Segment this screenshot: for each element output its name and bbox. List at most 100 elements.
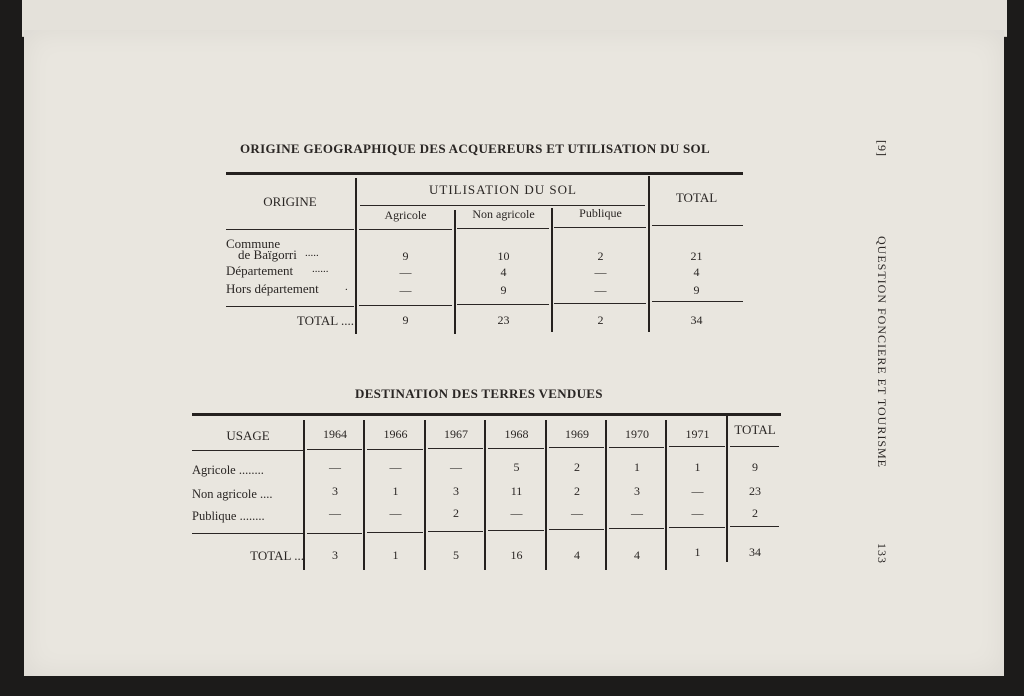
divider — [454, 210, 456, 334]
total-cell: 2 — [597, 313, 604, 327]
table-cell: 3 — [332, 484, 338, 498]
divider — [424, 420, 426, 570]
divider — [609, 528, 664, 529]
divider — [457, 304, 549, 305]
table-cell: — — [329, 460, 341, 474]
divider — [363, 420, 365, 570]
year-header: 1969 — [565, 427, 589, 441]
table-cell: 1 — [634, 460, 640, 474]
divider — [551, 208, 553, 332]
header-usage: USAGE — [226, 428, 270, 443]
divider — [488, 530, 544, 531]
table-cell: — — [594, 283, 607, 297]
total-cell: 9 — [402, 313, 409, 327]
divider — [303, 420, 305, 570]
table-cell: 4 — [693, 265, 700, 279]
divider — [554, 303, 646, 304]
table-cell: — — [691, 506, 704, 520]
row-label-line1: Commune — [226, 236, 281, 251]
divider — [355, 178, 357, 334]
table-cell: — — [510, 506, 523, 520]
table2-title: DESTINATION DES TERRES VENDUES — [355, 386, 603, 401]
table-cell: — — [399, 265, 412, 279]
table1-top-rule — [226, 172, 743, 175]
total-label: TOTAL .... — [296, 313, 354, 328]
divider — [360, 205, 645, 206]
divider — [226, 229, 354, 230]
divider — [665, 420, 667, 570]
total-cell: 16 — [510, 548, 523, 562]
row-label: Hors département — [226, 281, 319, 296]
divider — [428, 531, 483, 532]
year-header: 1964 — [323, 427, 347, 441]
row-leader: ..... — [305, 247, 319, 259]
row-label: Agricole ........ — [192, 463, 264, 477]
row-label: Publique ........ — [192, 509, 265, 523]
table-cell: 2 — [574, 460, 580, 474]
divider — [669, 527, 725, 528]
table-cell: 2 — [597, 249, 604, 263]
divider — [367, 532, 423, 533]
row-leader: ...... — [312, 263, 329, 275]
total-cell: 4 — [574, 548, 580, 562]
divider — [730, 526, 779, 527]
divider — [226, 306, 354, 307]
divider — [549, 447, 604, 448]
row-label: Département — [226, 263, 294, 278]
year-header: 1971 — [685, 427, 710, 441]
table-cell: 9 — [402, 249, 409, 263]
running-title: QUESTION FONCIERE ET TOURISME — [875, 236, 889, 469]
subheader-agricole: Agricole — [384, 208, 427, 222]
table2-top-rule — [192, 413, 781, 416]
total-cell: 3 — [332, 548, 338, 562]
year-header: 1966 — [383, 427, 408, 441]
divider — [192, 533, 303, 534]
divider — [730, 445, 779, 447]
divider — [307, 533, 362, 534]
table-cell: 9 — [693, 283, 700, 297]
total-cell: 4 — [634, 548, 640, 562]
table1-title: ORIGINE GEOGRAPHIQUE DES ACQUEREURS ET U… — [240, 141, 710, 156]
table-cell: — — [691, 484, 704, 498]
table-cell: 4 — [500, 265, 507, 279]
table-cell: 9 — [500, 283, 507, 297]
table-cell: — — [594, 265, 607, 279]
total-label: TOTAL ... — [250, 548, 304, 563]
total-cell: 34 — [690, 313, 703, 327]
divider — [359, 229, 452, 230]
page-number: 133 — [875, 543, 889, 564]
divider — [428, 448, 483, 449]
divider — [488, 447, 544, 449]
row-label: Non agricole .... — [192, 487, 273, 501]
table-cell: 2 — [453, 506, 459, 520]
divider — [652, 225, 743, 226]
table-cell: — — [389, 460, 402, 474]
header-utilisation: UTILISATION DU SOL — [429, 182, 577, 197]
table-cell: 11 — [510, 484, 523, 498]
row-leader: . — [345, 281, 348, 293]
header-origine: ORIGINE — [263, 194, 317, 209]
table-cell: 10 — [497, 249, 510, 263]
row-label: de Baïgorri — [238, 247, 297, 262]
header-total: TOTAL — [675, 190, 718, 205]
divider — [484, 420, 486, 570]
total-cell: 1 — [694, 545, 701, 559]
divider — [307, 449, 362, 450]
table-cell: — — [399, 283, 412, 297]
divider — [648, 176, 650, 332]
book-page — [24, 30, 1004, 676]
table-cell: — — [631, 506, 643, 520]
divider — [726, 416, 728, 562]
table-cell: 1 — [392, 484, 399, 498]
subheader-publique: Publique — [579, 206, 622, 220]
year-header: 1968 — [504, 427, 529, 441]
divider — [605, 420, 607, 570]
table-cell: 5 — [513, 460, 520, 474]
table-cell: 2 — [574, 484, 580, 498]
table-cell: — — [571, 506, 583, 520]
table-cell: — — [389, 506, 402, 520]
table-cell: 3 — [634, 484, 640, 498]
subheader-non-agricole: Non agricole — [472, 207, 535, 221]
total-cell: 34 — [749, 545, 761, 559]
total-cell: 5 — [453, 548, 459, 562]
